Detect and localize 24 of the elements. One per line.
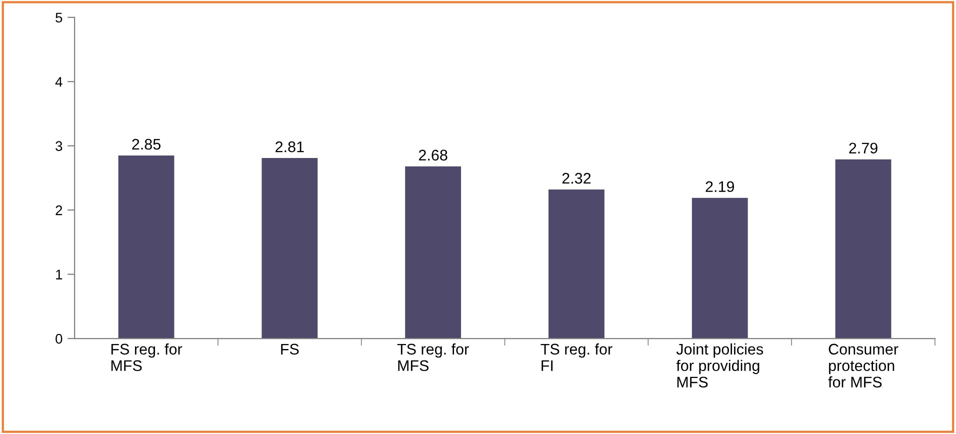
x-tick-label: TS reg. for FI bbox=[540, 343, 612, 371]
y-tick-label: 5 bbox=[56, 12, 62, 23]
y-tick-label: 2 bbox=[56, 205, 62, 216]
bar bbox=[262, 158, 318, 339]
bar bbox=[118, 155, 174, 339]
data-label: 2.85 bbox=[132, 138, 160, 150]
bar bbox=[835, 159, 892, 339]
x-tick-label: Consumer protection for MFS bbox=[828, 344, 898, 388]
bar bbox=[405, 166, 462, 339]
y-tick-label: 1 bbox=[56, 270, 62, 280]
data-label: 2.32 bbox=[562, 172, 591, 184]
x-tick-label: Joint policies for providing MFS bbox=[676, 343, 764, 388]
y-tick-label: 0 bbox=[56, 334, 62, 344]
x-tick-label: FS bbox=[281, 344, 299, 355]
x-tick-label: TS reg. for MFS bbox=[397, 343, 469, 372]
bar bbox=[692, 198, 748, 339]
data-label: 2.81 bbox=[276, 141, 304, 152]
x-tick-label: FS reg. for MFS bbox=[111, 343, 182, 372]
data-label: 2.79 bbox=[849, 142, 878, 154]
y-tick-label: 4 bbox=[55, 77, 62, 87]
data-label: 2.19 bbox=[706, 181, 734, 192]
y-tick-label: 3 bbox=[56, 141, 62, 151]
bar bbox=[548, 190, 604, 339]
data-label: 2.68 bbox=[418, 150, 448, 161]
